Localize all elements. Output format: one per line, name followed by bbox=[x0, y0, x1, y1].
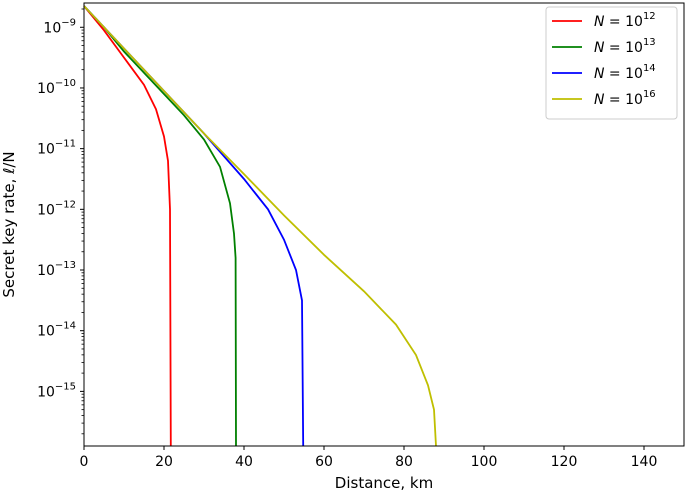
x-tick-label: 0 bbox=[80, 454, 89, 470]
y-tick-label: 10−11 bbox=[37, 139, 76, 158]
legend-label: N = 1013 bbox=[594, 37, 656, 56]
x-tick-label: 20 bbox=[155, 454, 173, 470]
y-tick-label: 10−10 bbox=[37, 78, 76, 97]
series-layer bbox=[83, 5, 437, 447]
x-tick-label: 100 bbox=[471, 454, 498, 470]
legend-label: N = 1016 bbox=[594, 89, 656, 108]
legend: N = 1012 N = 1013 N = 1014 N = 1016 bbox=[545, 6, 678, 120]
y-axis-label: Secret key rate, ℓ/N bbox=[0, 151, 18, 297]
series-line-2 bbox=[83, 5, 305, 447]
series-line-0 bbox=[83, 5, 172, 447]
plot-frame bbox=[83, 2, 685, 447]
legend-frame bbox=[545, 6, 678, 120]
series-line-1 bbox=[83, 5, 237, 447]
x-tick-label: 140 bbox=[631, 454, 658, 470]
legend-label: N = 1012 bbox=[594, 11, 656, 30]
x-tick-label: 80 bbox=[395, 454, 413, 470]
y-tick-label: 10−12 bbox=[37, 199, 76, 218]
x-axis-label: Distance, km bbox=[335, 474, 433, 492]
y-tick-label: 10−15 bbox=[37, 381, 76, 400]
x-tick-label: 120 bbox=[551, 454, 578, 470]
y-axis-ticks: 10−9 10−10 10−11 10−12 10−13 10−14 10−15 bbox=[37, 8, 84, 435]
y-tick-label: 10−14 bbox=[37, 321, 76, 340]
x-tick-label: 40 bbox=[235, 454, 253, 470]
y-tick-label: 10−9 bbox=[43, 17, 76, 36]
y-tick-label: 10−13 bbox=[37, 260, 76, 279]
x-tick-label: 60 bbox=[315, 454, 333, 470]
series-line-3 bbox=[83, 5, 437, 447]
legend-label: N = 1014 bbox=[594, 63, 656, 82]
x-axis-ticks: 0 20 40 60 80 100 120 140 bbox=[80, 446, 658, 470]
